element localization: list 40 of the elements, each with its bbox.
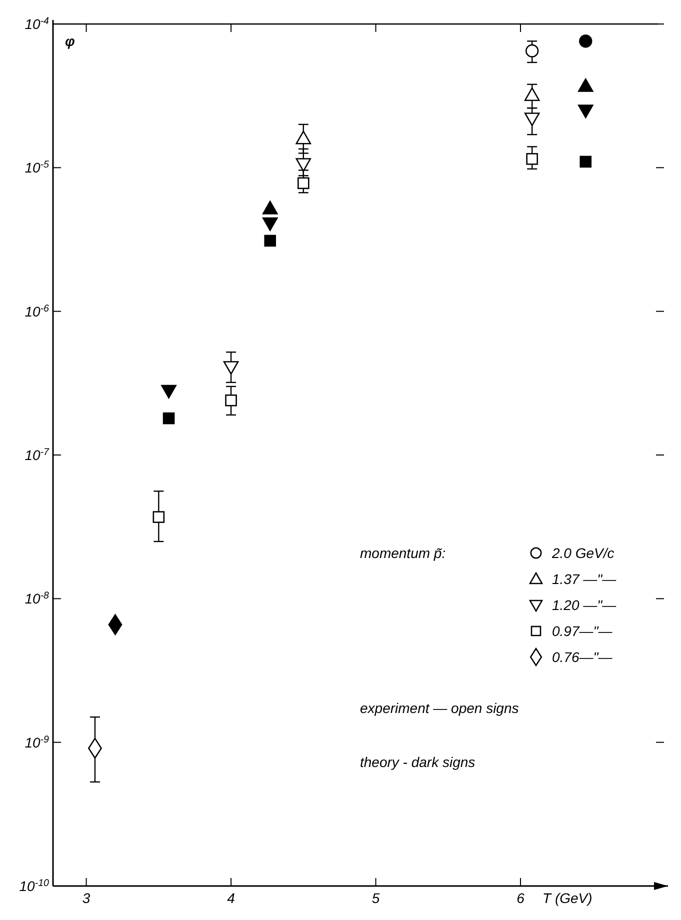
annotation: experiment — open signs: [360, 700, 519, 716]
annotation: theory - dark signs: [360, 754, 476, 770]
point: [223, 361, 239, 375]
legend-title: momentum p̃:: [360, 545, 446, 561]
point: [524, 87, 540, 101]
point: [579, 34, 592, 48]
point: [578, 78, 594, 92]
point: [262, 217, 278, 231]
y-tick-label: 10$^{-7}$: [24, 446, 50, 463]
point: [162, 412, 175, 424]
point: [526, 153, 538, 165]
x-tick-label: 3: [82, 890, 90, 906]
legend-label: 0.97—"—: [552, 623, 614, 639]
point: [525, 44, 539, 58]
y-axis-title: φ: [65, 33, 75, 49]
x-tick-label: 6: [516, 890, 525, 906]
legend-label: 0.76—"—: [552, 649, 614, 665]
y-tick-label: 10$^{-5}$: [24, 159, 50, 176]
point: [264, 234, 276, 247]
point: [262, 200, 278, 214]
point: [580, 156, 592, 168]
y-tick-label: 10$^{-9}$: [24, 734, 50, 750]
point: [297, 177, 310, 190]
point: [524, 112, 540, 126]
x-tick-label: 4: [227, 890, 236, 906]
x-tick-label: 5: [372, 890, 380, 906]
x-axis-title: T (GeV): [542, 890, 592, 906]
point: [296, 158, 312, 172]
y-tick-label: 10$^{-8}$: [24, 590, 50, 607]
point: [225, 394, 237, 406]
y-tick-label: 10$^{-4}$: [24, 16, 50, 32]
y-tick-label: 10$^{-10}$: [19, 878, 50, 894]
y-tick-label: 10$^{-6}$: [24, 302, 50, 320]
point: [578, 104, 594, 118]
point: [152, 511, 165, 523]
legend-label: 1.37 —"—: [552, 571, 618, 587]
point: [296, 130, 312, 144]
legend-label: 2.0 GeV/c: [551, 545, 614, 561]
point: [161, 384, 176, 398]
legend-label: 1.20 —"—: [552, 597, 618, 613]
